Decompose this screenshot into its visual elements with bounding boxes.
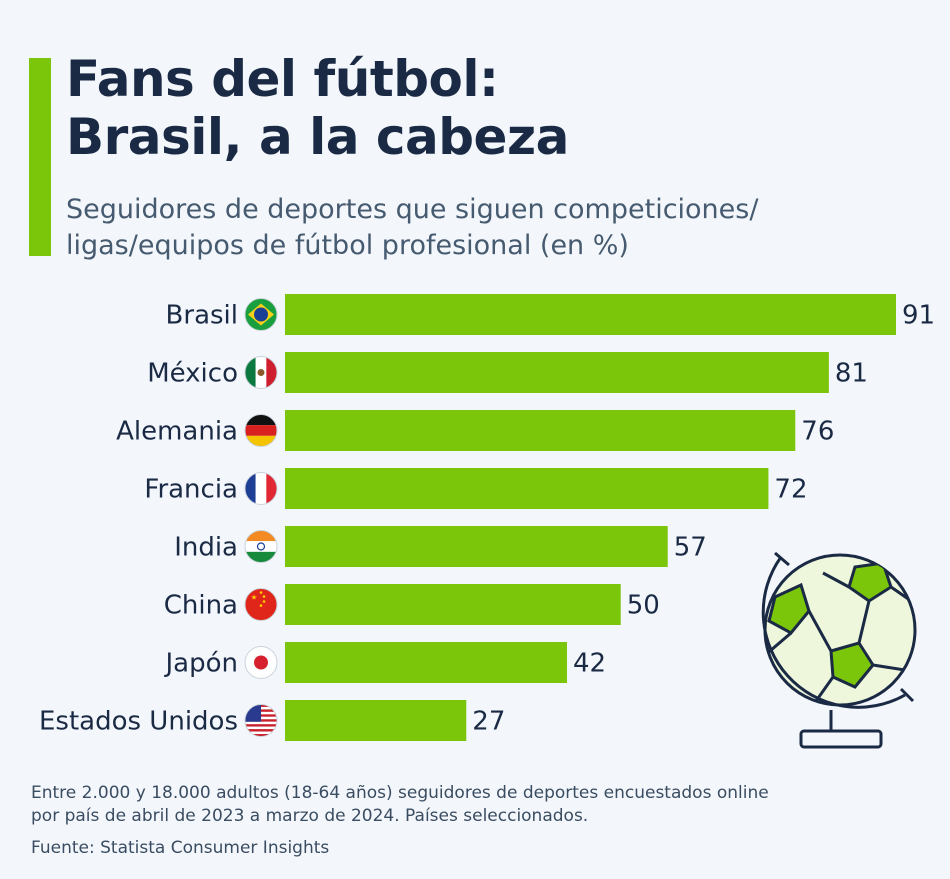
- category-label: China: [164, 591, 238, 621]
- bar-8: [285, 700, 467, 741]
- brazil-flag-icon: [244, 298, 278, 331]
- china-flag-icon: [244, 588, 278, 621]
- category-label: Brasil: [166, 301, 238, 331]
- soccer-globe-icon: [761, 551, 917, 749]
- mexico-flag-icon: [244, 356, 278, 389]
- category-label: India: [174, 533, 238, 563]
- chart-subtitle: Seguidores de deportes que siguen compet…: [66, 192, 866, 264]
- source-note: Fuente: Statista Consumer Insights: [31, 838, 330, 858]
- footnote: Entre 2.000 y 18.000 adultos (18-64 años…: [31, 782, 891, 828]
- subtitle-line-2: ligas/equipos de fútbol profesional (en …: [66, 230, 629, 261]
- japan-flag-icon: [244, 646, 278, 679]
- footnote-line-1: Entre 2.000 y 18.000 adultos (18-64 años…: [31, 783, 769, 803]
- bar-5: [285, 526, 668, 567]
- india-flag-icon: [244, 530, 278, 563]
- germany-flag-icon: [244, 414, 278, 447]
- bar-1: [285, 294, 896, 335]
- value-label: 72: [774, 475, 807, 505]
- bar-3: [285, 410, 796, 451]
- usa-flag-icon: [244, 704, 278, 737]
- value-label: 91: [902, 301, 935, 331]
- bar-2: [285, 352, 829, 393]
- bar-7: [285, 642, 567, 683]
- category-label: México: [147, 359, 238, 389]
- title-line-1: Fans del fútbol:: [66, 50, 499, 108]
- title-accent-bar: [29, 58, 51, 256]
- value-label: 50: [627, 591, 660, 621]
- value-label: 81: [835, 359, 868, 389]
- category-label: Japón: [164, 649, 239, 679]
- category-label: Francia: [144, 475, 238, 505]
- page-title: Fans del fútbol: Brasil, a la cabeza: [66, 50, 569, 166]
- value-label: 42: [573, 649, 606, 679]
- bar-6: [285, 584, 621, 625]
- bar-chart: 91 Brasil 81 México 76 Alemania 72 Francia 57 Ind…: [39, 294, 935, 741]
- bar-4: [285, 468, 769, 509]
- subtitle-line-1: Seguidores de deportes que siguen compet…: [66, 194, 759, 225]
- category-label: Estados Unidos: [39, 707, 238, 737]
- value-label: 27: [472, 707, 505, 737]
- category-label: Alemania: [116, 417, 238, 447]
- france-flag-icon: [244, 472, 278, 505]
- value-label: 76: [801, 417, 834, 447]
- footnote-line-2: por país de abril de 2023 a marzo de 202…: [31, 806, 589, 826]
- value-label: 57: [674, 533, 707, 563]
- title-line-2: Brasil, a la cabeza: [66, 108, 569, 166]
